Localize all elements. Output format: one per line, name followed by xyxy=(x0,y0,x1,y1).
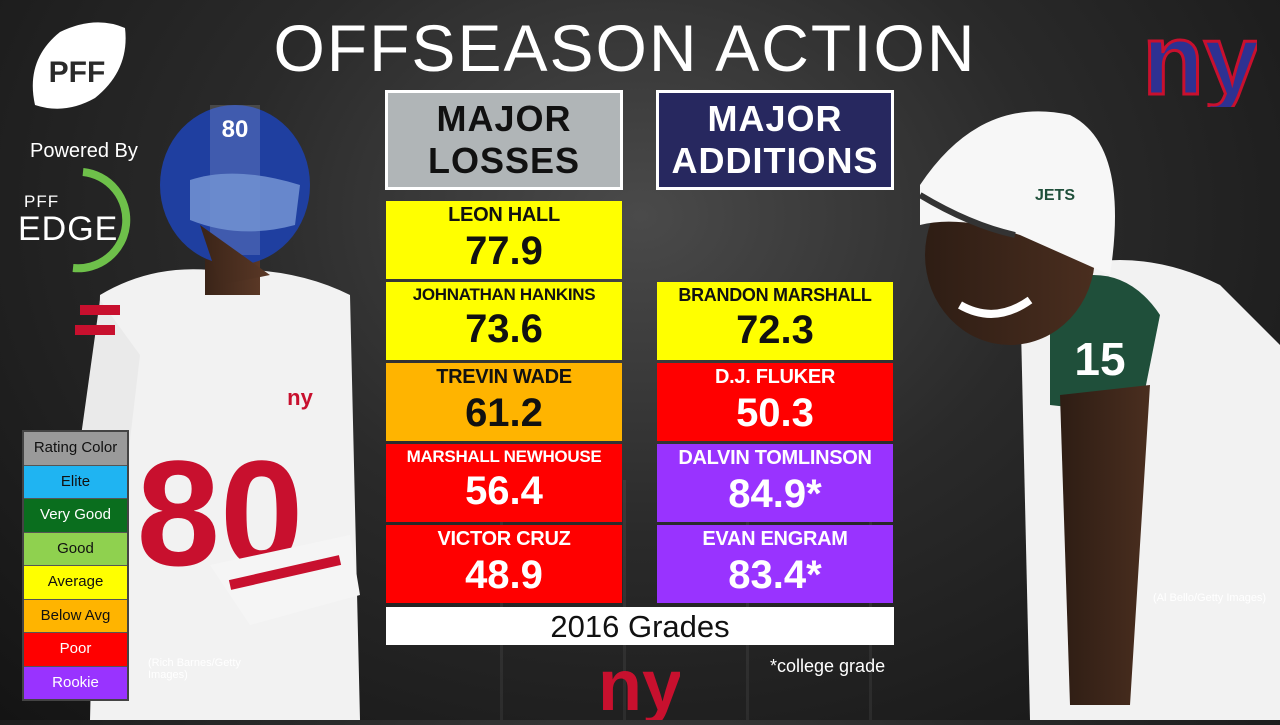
rating-color-legend: Rating Color Elite Very Good Good Averag… xyxy=(22,430,129,701)
photo-credit-left: (Rich Barnes/Getty Images) xyxy=(148,657,241,681)
edge-pff-text: PFF xyxy=(24,192,60,211)
giants-logo-text: ny xyxy=(1145,12,1257,107)
loss-card-trevin-wade: TREVIN WADE 61.2 xyxy=(386,363,622,441)
player-right-image: 15 JETS xyxy=(900,85,1280,720)
major-losses-header-line1: MAJOR xyxy=(436,98,572,139)
pff-logo-text: PFF xyxy=(49,56,106,89)
player-name: TREVIN WADE xyxy=(436,366,572,388)
legend-item-average: Average xyxy=(24,566,127,600)
player-name: EVAN ENGRAM xyxy=(702,528,848,550)
svg-text:JETS: JETS xyxy=(1035,187,1075,204)
legend-item-good: Good xyxy=(24,532,127,566)
legend-item-rookie: Rookie xyxy=(24,666,127,699)
loss-card-johnathan-hankins: JOHNATHAN HANKINS 73.6 xyxy=(386,282,622,360)
player-grade: 83.4* xyxy=(728,553,822,597)
edge-text: EDGE xyxy=(18,210,119,248)
photo-credit-right: (Al Bello/Getty Images) xyxy=(1153,592,1267,604)
player-left-image: 80 80 ny xyxy=(60,95,390,720)
legend-item-poor: Poor xyxy=(24,633,127,667)
loss-card-marshall-newhouse: MARSHALL NEWHOUSE 56.4 xyxy=(386,444,622,522)
legend-item-elite: Elite xyxy=(24,465,127,499)
legend-item-very-good: Very Good xyxy=(24,499,127,533)
player-grade: 77.9 xyxy=(465,229,543,273)
giants-logo: ny xyxy=(1141,3,1261,118)
player-grade: 50.3 xyxy=(736,391,814,435)
svg-text:ny: ny xyxy=(287,385,313,410)
loss-card-victor-cruz: VICTOR CRUZ 48.9 xyxy=(386,525,622,603)
player-grade: 61.2 xyxy=(465,391,543,435)
player-name: MARSHALL NEWHOUSE xyxy=(406,447,602,466)
player-name: BRANDON MARSHALL xyxy=(678,285,872,305)
loss-card-leon-hall: LEON HALL 77.9 xyxy=(386,201,622,279)
addition-card-dj-fluker: D.J. FLUKER 50.3 xyxy=(657,363,893,441)
powered-by-label: Powered By xyxy=(30,140,138,162)
player-grade: 56.4 xyxy=(465,469,543,513)
major-losses-header: MAJOR LOSSES xyxy=(385,90,623,190)
giants-logo-bottom: ny xyxy=(598,646,682,725)
legend-item-rating-color: Rating Color xyxy=(24,432,127,466)
addition-card-brandon-marshall: BRANDON MARSHALL 72.3 xyxy=(657,282,893,360)
player-name: JOHNATHAN HANKINS xyxy=(412,285,596,304)
grades-year-label: 2016 Grades xyxy=(386,607,894,645)
svg-text:15: 15 xyxy=(1074,333,1125,385)
page-title: OFFSEASON ACTION xyxy=(273,11,977,85)
player-grade: 84.9* xyxy=(728,472,822,516)
major-additions-header-line2: ADDITIONS xyxy=(671,140,879,181)
major-losses-header-line2: LOSSES xyxy=(427,140,581,181)
pff-logo: PFF xyxy=(25,20,130,115)
giants-logo-text: ny xyxy=(600,650,680,720)
player-grade: 73.6 xyxy=(465,307,543,351)
pff-edge-logo: PFF EDGE xyxy=(18,168,143,273)
major-additions-header-line1: MAJOR xyxy=(707,98,843,139)
player-grade: 48.9 xyxy=(465,553,543,597)
major-additions-header: MAJOR ADDITIONS xyxy=(656,90,894,190)
player-grade: 72.3 xyxy=(736,308,814,352)
legend-item-below-avg: Below Avg xyxy=(24,599,127,633)
player-name: VICTOR CRUZ xyxy=(437,528,571,550)
player-name: D.J. FLUKER xyxy=(714,366,836,388)
player-name: DALVIN TOMLINSON xyxy=(678,447,872,469)
addition-card-evan-engram: EVAN ENGRAM 83.4* xyxy=(657,525,893,603)
college-grade-note: *college grade xyxy=(770,656,886,676)
svg-text:80: 80 xyxy=(222,116,249,143)
addition-card-dalvin-tomlinson: DALVIN TOMLINSON 84.9* xyxy=(657,444,893,522)
player-name: LEON HALL xyxy=(448,204,560,226)
